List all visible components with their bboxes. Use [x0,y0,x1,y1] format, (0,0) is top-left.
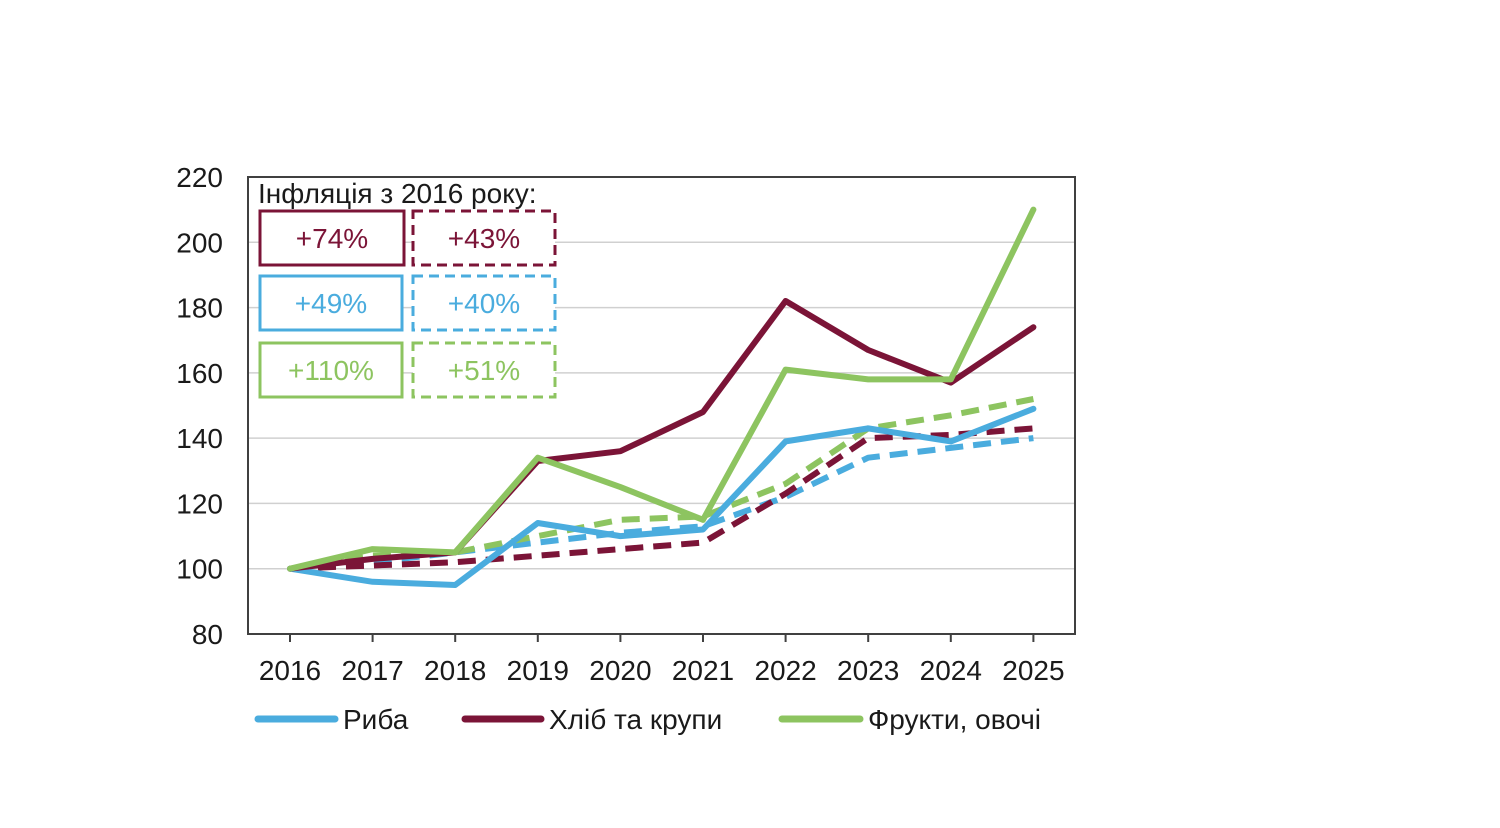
y-tick-label-200: 200 [176,227,223,258]
x-tick-label-2019: 2019 [507,655,569,686]
y-tick-label-80: 80 [192,619,223,650]
x-tick-label-2020: 2020 [589,655,651,686]
annotation-value-fish-dashed: +40% [448,288,520,319]
annotation-title: Інфляція з 2016 року: [258,178,537,209]
x-tick-label-2022: 2022 [754,655,816,686]
series-line-fruit [287,206,1037,572]
annotation-box-bread-dashed [411,209,557,267]
y-axis: 80 100 120 140 160 180 200 220 [176,162,223,650]
inflation-annotation: Інфляція з 2016 року: +74% +43% +49% +40% +1… [258,178,557,399]
legend-label-fish: Риба [343,704,409,735]
y-tick-label-180: 180 [176,293,223,324]
x-tick-label-2023: 2023 [837,655,899,686]
annotation-box-bread-solid [258,209,406,267]
y-tick-label-120: 120 [176,488,223,519]
x-axis: 2016 2017 2018 2019 2020 2021 2022 2023 2024 2025 [259,634,1065,686]
annotation-box-fish-dashed [411,274,557,332]
annotation-value-fish-solid: +49% [295,288,367,319]
x-tick-label-2024: 2024 [920,655,982,686]
x-tick-label-2018: 2018 [424,655,486,686]
annotation-value-bread-solid: +74% [296,223,368,254]
legend: Риба Хліб та крупи Фрукти, овочі [254,704,1041,735]
annotation-box-fruit-solid [258,341,404,399]
series-line-bread [287,298,1037,572]
x-tick-label-2021: 2021 [672,655,734,686]
annotation-value-bread-dashed: +43% [448,223,520,254]
y-tick-label-220: 220 [176,162,223,193]
annotation-value-fruit-dashed: +51% [448,355,520,386]
legend-label-fruit: Фрукти, овочі [868,704,1041,735]
annotation-value-fruit-solid: +110% [288,355,374,386]
series-lines [287,206,1037,588]
x-tick-label-2025: 2025 [1002,655,1064,686]
x-tick-label-2017: 2017 [341,655,403,686]
annotation-box-fish-solid [258,274,404,332]
series-line-fish [287,405,1037,588]
x-tick-label-2016: 2016 [259,655,321,686]
annotation-box-fruit-dashed [411,341,557,399]
y-tick-label-160: 160 [176,358,223,389]
y-tick-label-140: 140 [176,423,223,454]
legend-label-bread: Хліб та крупи [549,704,722,735]
plot-area-frame [247,176,1076,635]
y-tick-label-100: 100 [176,554,223,585]
